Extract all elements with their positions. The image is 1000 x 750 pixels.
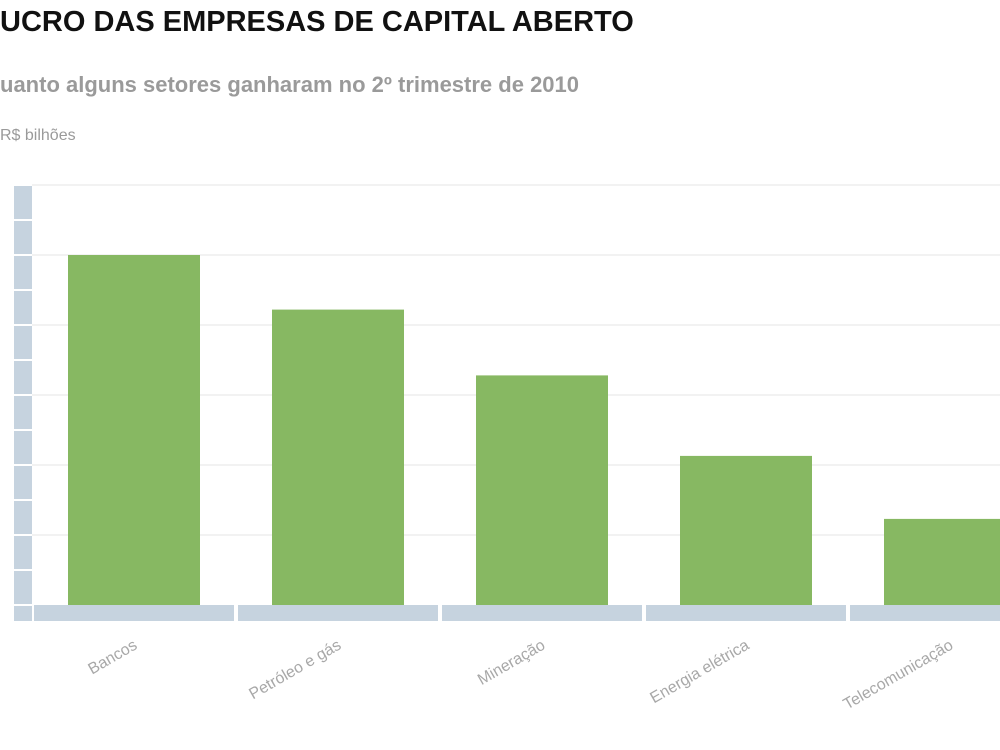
bar-1 — [272, 309, 404, 605]
bar-2 — [476, 375, 608, 605]
category-label: Mineração — [475, 637, 548, 689]
x-axis-segment — [238, 605, 438, 621]
category-label: Telecomunicação — [841, 637, 957, 714]
chart-subtitle: uanto alguns setores ganharam no 2º trim… — [0, 72, 580, 97]
bar-4 — [884, 518, 1000, 605]
axes — [14, 184, 1000, 621]
y-axis-unit-label: R$ bilhões — [0, 127, 76, 144]
category-label: Energia elétrica — [647, 637, 752, 707]
x-axis-segment — [442, 605, 642, 621]
x-axis-segment — [850, 605, 1000, 621]
chart-title: UCRO DAS EMPRESAS DE CAPITAL ABERTO — [0, 6, 634, 38]
x-axis-segment — [34, 605, 234, 621]
category-label: Bancos — [85, 637, 140, 678]
category-label: Petróleo e gás — [246, 637, 344, 703]
category-labels: Bancos Petróleo e gás Mineração Energia elé… — [85, 637, 956, 714]
bar-0 — [68, 255, 200, 605]
bar-3 — [680, 455, 812, 605]
x-axis-segment — [646, 605, 846, 621]
y-axis — [14, 185, 32, 621]
bars — [68, 255, 1000, 605]
